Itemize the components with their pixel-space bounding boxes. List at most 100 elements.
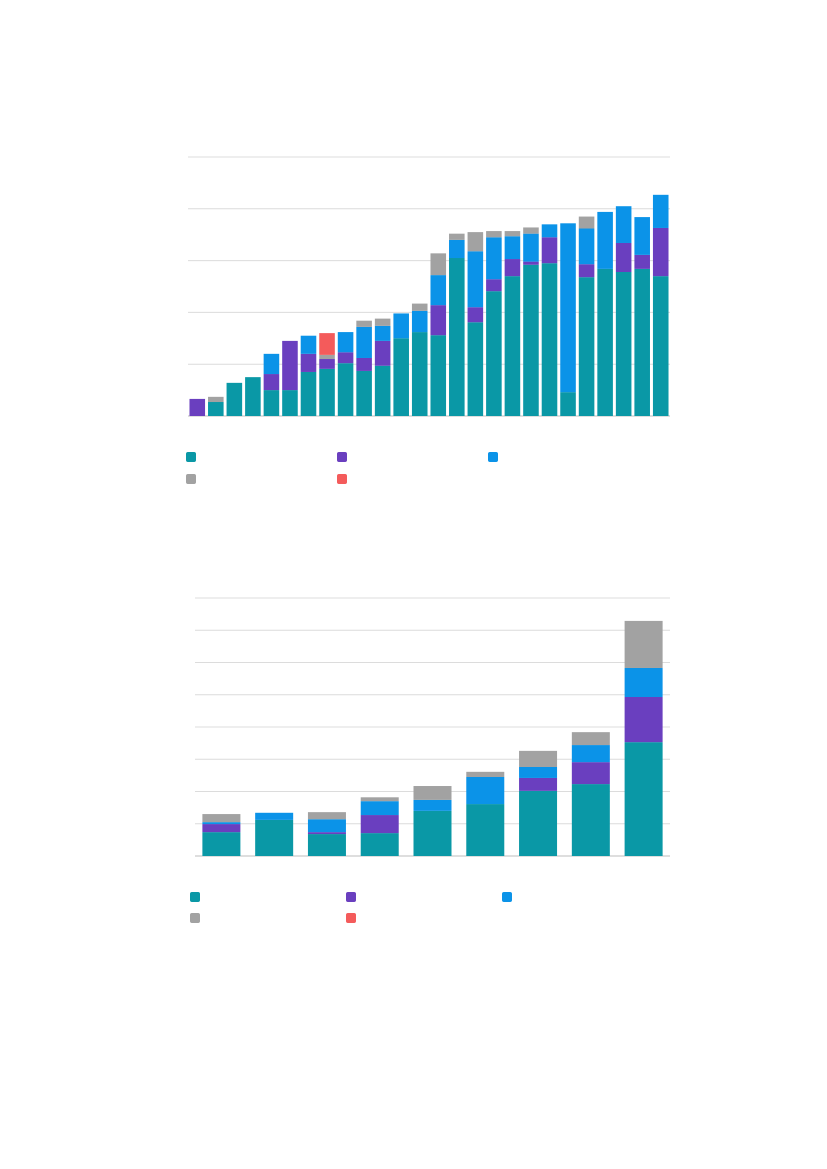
bar-segment (360, 815, 399, 834)
bar-segment (226, 382, 243, 416)
bar-segment (504, 236, 521, 260)
bar-segment (523, 233, 539, 262)
bar-segment (519, 766, 558, 778)
legend-swatch (190, 892, 200, 902)
bar-segment (624, 742, 663, 856)
bar-segment (523, 261, 539, 265)
legend-swatch (488, 452, 498, 462)
bar-segment (571, 732, 610, 746)
bar-segment (504, 276, 521, 416)
bar-segment (523, 227, 539, 234)
bar-segment (319, 354, 335, 360)
bar-segment (486, 291, 502, 416)
bar-segment (634, 217, 650, 255)
bar-segment (202, 832, 241, 856)
bar-segment (466, 771, 505, 777)
bar-segment (571, 784, 610, 856)
bar-segment (486, 231, 502, 238)
bar-segment (466, 804, 505, 856)
bar-segment (202, 824, 241, 833)
bar-segment (571, 762, 610, 785)
bar-segment (467, 307, 484, 323)
bar-segment (411, 332, 428, 416)
bar-segment (300, 371, 317, 416)
bar-segment (356, 320, 372, 327)
bar-segment (319, 359, 335, 369)
bar-segment (615, 271, 632, 416)
bar-segment (624, 667, 663, 698)
chart (190, 597, 670, 923)
legend-swatch (346, 913, 356, 923)
bar-segment (360, 833, 399, 856)
bar-segment (571, 745, 610, 763)
legend-swatch (337, 452, 347, 462)
bar-segment (449, 239, 465, 259)
bar-segment (393, 313, 409, 339)
bar-segment (519, 750, 558, 767)
bar-segment (374, 340, 391, 366)
bar-segment (578, 216, 595, 229)
bar-segment (263, 390, 280, 416)
bar-segment (615, 206, 632, 243)
bar-segment (374, 325, 391, 341)
bar-segment (360, 801, 399, 816)
bar-segment (541, 263, 558, 416)
bar-segment (356, 370, 372, 416)
bar-segment (255, 819, 294, 856)
bar-segment (307, 819, 346, 833)
bar-segment (430, 275, 447, 306)
bar-segment (624, 620, 663, 668)
bar-segment (615, 242, 632, 272)
bar-segment (307, 832, 346, 835)
bar-segment (449, 258, 465, 416)
bar-segment (356, 326, 372, 358)
chart (186, 156, 670, 484)
bar-segment (486, 237, 502, 280)
legend-swatch (186, 474, 196, 484)
bar-segment (300, 353, 317, 372)
bar-segment (208, 396, 224, 403)
bar-segment (560, 392, 576, 416)
bar-segment (282, 390, 298, 416)
bar-segment (413, 786, 452, 800)
legend-swatch (346, 892, 356, 902)
bar-segment (578, 228, 595, 265)
bar-segment (189, 398, 206, 416)
bar-segment (337, 363, 354, 416)
bar-segment (413, 799, 452, 811)
bar-segment (245, 377, 261, 416)
bar-segment (307, 812, 346, 820)
bar-segment (597, 268, 613, 416)
bar-segment (541, 224, 558, 238)
bar-segment (560, 223, 576, 393)
bar-segment (255, 812, 294, 820)
bar-segment (356, 357, 372, 371)
bar-segment (319, 333, 335, 355)
bar-segment (413, 810, 452, 856)
bar-segment (578, 277, 595, 416)
bar-segment (411, 310, 428, 333)
bar-segment (449, 233, 465, 240)
bar-segment (430, 335, 447, 416)
bar-segment (652, 227, 669, 277)
bar-segment (208, 402, 224, 416)
bar-segment (319, 368, 335, 416)
bar-segment (430, 305, 447, 336)
bar-segment (202, 822, 241, 825)
bar-segment (337, 332, 354, 353)
bar-segment (411, 303, 428, 311)
bar-segment (360, 797, 399, 802)
bar-segment (523, 264, 539, 416)
bar-segment (652, 276, 669, 416)
bar-segment (486, 279, 502, 292)
bar-segment (467, 232, 484, 252)
bar-segment (652, 194, 669, 228)
legend-swatch (186, 452, 196, 462)
bar-segment (466, 776, 505, 805)
bar-segment (393, 338, 409, 416)
legend-swatch (502, 892, 512, 902)
bar-segment (263, 374, 280, 391)
bar-segment (374, 318, 391, 326)
bar-segment (519, 790, 558, 856)
